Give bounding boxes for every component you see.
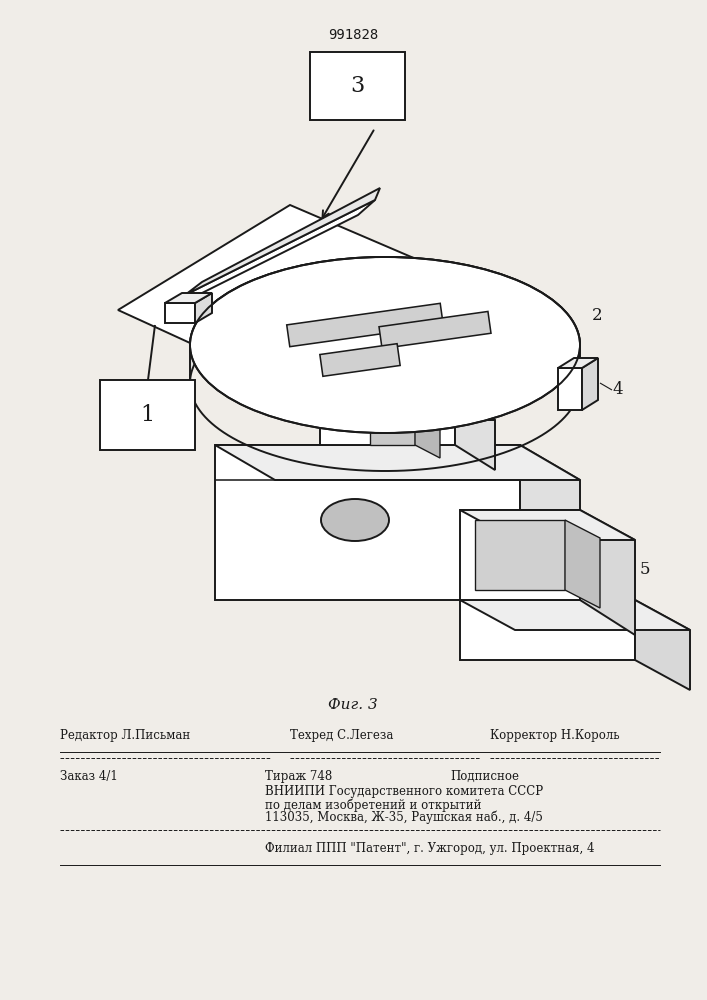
Polygon shape [379, 311, 491, 349]
Polygon shape [320, 344, 400, 376]
Text: Корректор Н.Король: Корректор Н.Король [490, 729, 619, 742]
Polygon shape [460, 510, 580, 600]
Polygon shape [580, 510, 635, 635]
Text: 1: 1 [141, 404, 155, 426]
Text: 113035, Москва, Ж-35, Раушская наб., д. 4/5: 113035, Москва, Ж-35, Раушская наб., д. … [265, 811, 543, 824]
Polygon shape [558, 368, 582, 410]
Polygon shape [190, 257, 580, 383]
Polygon shape [100, 380, 195, 450]
Text: 991828: 991828 [328, 28, 378, 42]
Polygon shape [475, 520, 565, 590]
Polygon shape [582, 358, 598, 410]
Text: 5: 5 [640, 562, 650, 578]
Polygon shape [565, 520, 600, 608]
Polygon shape [168, 200, 375, 310]
Polygon shape [185, 188, 380, 295]
Ellipse shape [321, 499, 389, 541]
Text: Фиг. 3: Фиг. 3 [328, 698, 378, 712]
Polygon shape [310, 52, 405, 120]
Text: 4: 4 [612, 381, 623, 398]
Polygon shape [415, 395, 440, 458]
Polygon shape [287, 303, 443, 347]
Polygon shape [460, 600, 635, 660]
Text: ВНИИПИ Государственного комитета СССР: ВНИИПИ Государственного комитета СССР [265, 785, 543, 798]
Text: 3: 3 [351, 75, 365, 97]
Ellipse shape [190, 257, 580, 433]
Polygon shape [215, 445, 580, 480]
Polygon shape [118, 205, 430, 375]
Polygon shape [320, 395, 455, 445]
Polygon shape [455, 395, 495, 470]
Text: Филиал ППП "Патент", г. Ужгород, ул. Проектная, 4: Филиал ППП "Патент", г. Ужгород, ул. Про… [265, 842, 595, 855]
Polygon shape [165, 293, 212, 303]
Polygon shape [165, 303, 195, 323]
Polygon shape [520, 445, 580, 635]
Polygon shape [460, 510, 635, 540]
Text: 2: 2 [592, 306, 602, 324]
Polygon shape [215, 445, 520, 600]
Text: Подписное: Подписное [450, 770, 519, 783]
Text: Заказ 4/1: Заказ 4/1 [60, 770, 118, 783]
Polygon shape [460, 600, 690, 630]
Text: Тираж 748: Тираж 748 [265, 770, 332, 783]
Text: Техред С.Легеза: Техред С.Легеза [290, 729, 393, 742]
Polygon shape [370, 395, 415, 445]
Text: Редактор Л.Письман: Редактор Л.Письман [60, 729, 190, 742]
Polygon shape [635, 600, 690, 690]
Polygon shape [558, 358, 598, 368]
Text: по делам изобретений и открытий: по делам изобретений и открытий [265, 798, 481, 812]
Polygon shape [195, 293, 212, 323]
Polygon shape [320, 395, 495, 420]
